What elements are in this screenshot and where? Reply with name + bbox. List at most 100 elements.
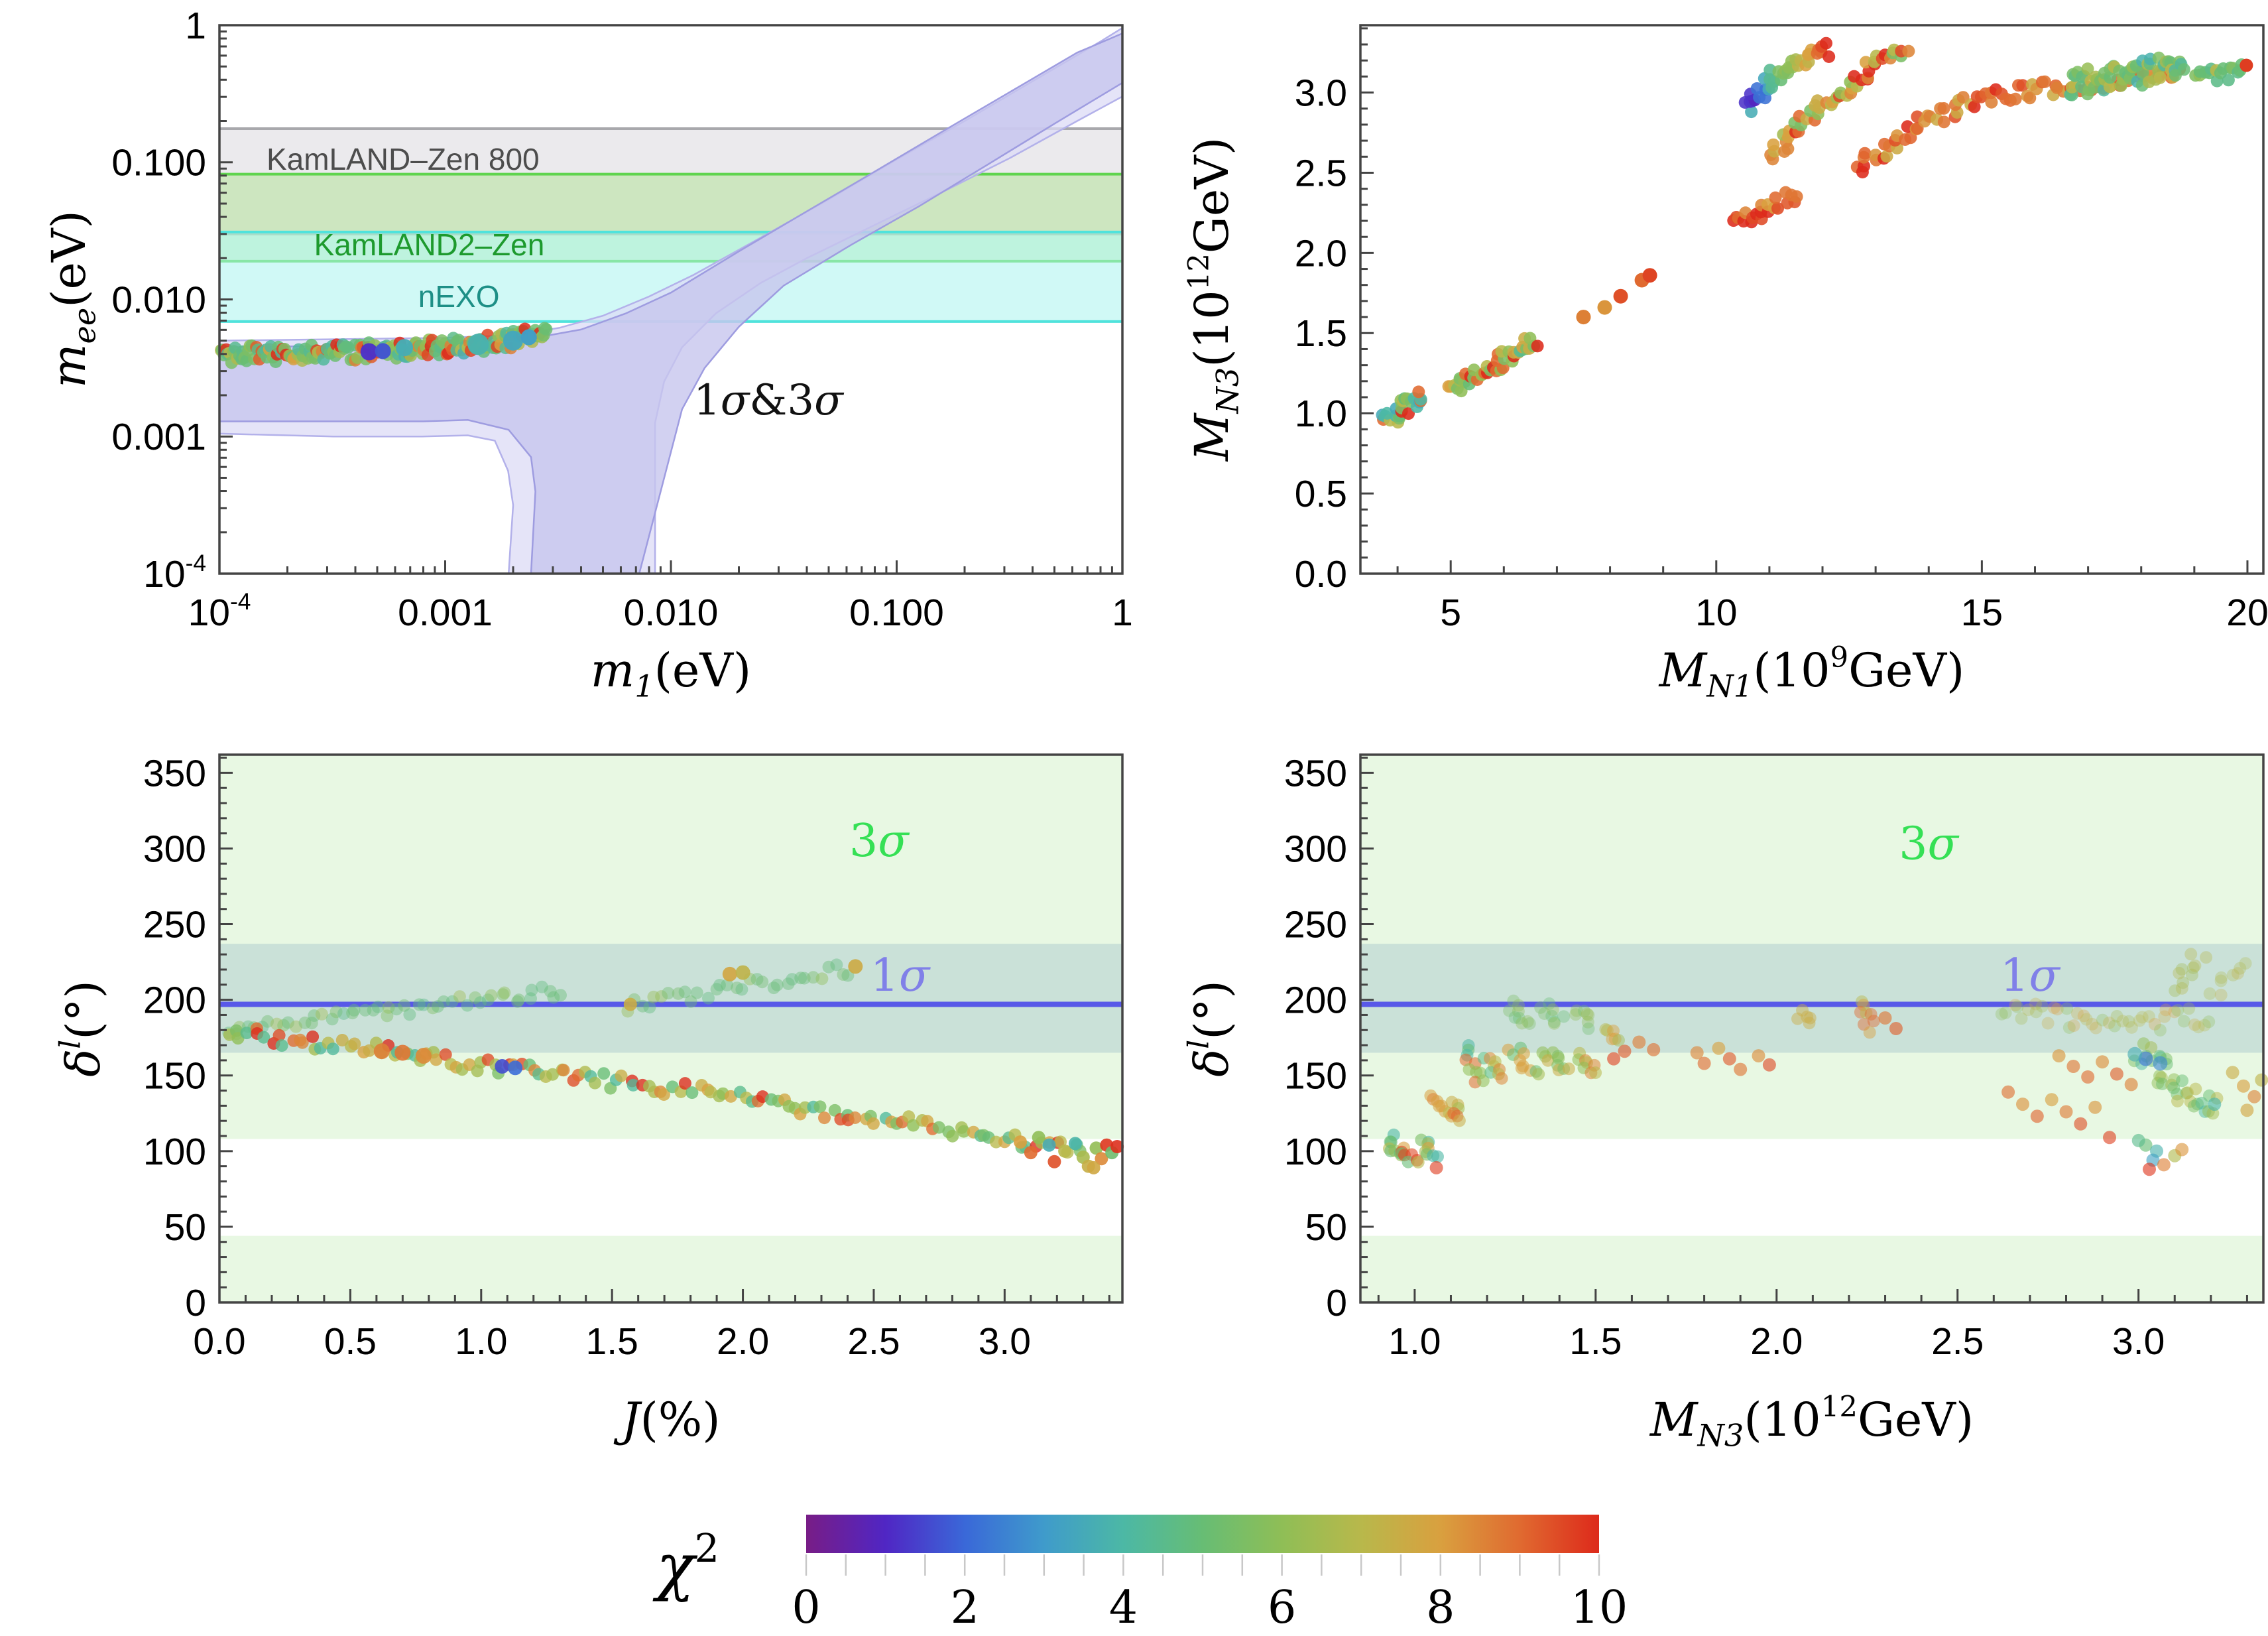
scatter-point (2169, 984, 2182, 997)
scatter-point (2177, 976, 2190, 989)
scatter-point (371, 1000, 385, 1013)
scatter-point (1521, 1015, 1534, 1028)
scatter-point (2148, 1017, 2161, 1031)
scatter-point (347, 1003, 361, 1017)
scatter-point (2239, 957, 2252, 970)
scatter-point (367, 1003, 380, 1017)
scatter-point (2176, 1074, 2189, 1088)
scatter-point (2103, 1131, 2116, 1145)
scatter-point (1803, 1011, 1817, 1025)
scatter-point (1995, 1007, 2008, 1021)
y-axis-title-MN3-vs-MN1: MN3(1012GeV) (1183, 137, 1246, 462)
x-tick-label: 1.5 (586, 1320, 638, 1363)
scatter-point (623, 997, 637, 1011)
scatter-point (786, 973, 799, 986)
scatter-point (498, 986, 511, 999)
scatter-point (2011, 1000, 2024, 1013)
scatter-point (2070, 1007, 2084, 1020)
scatter-point (329, 1005, 343, 1019)
band-label: KamLAND2–Zen (314, 227, 545, 262)
scatter-point (381, 1009, 394, 1023)
scatter-point (512, 993, 526, 1007)
scatter-point (261, 1015, 274, 1028)
scatter-point (1476, 1074, 1490, 1088)
scatter-point (1968, 100, 1981, 113)
scatter-point (398, 999, 411, 1012)
x-tick-label: 2.0 (717, 1320, 769, 1363)
scatter-point (1697, 1056, 1711, 1070)
scatter-point (1411, 1156, 1425, 1168)
x-axis-title-delta-vs-J: J(%) (613, 1393, 720, 1447)
scatter-point (426, 1001, 440, 1015)
scatter-point (396, 339, 414, 357)
scatter-point (544, 985, 557, 998)
scatter-point (2077, 1009, 2090, 1023)
scatter-point (818, 1111, 831, 1125)
scatter-point (1578, 1005, 1590, 1018)
x-tick-label: 10-4 (188, 589, 251, 634)
scatter-point (1569, 1008, 1582, 1021)
y-tick-label: 200 (143, 979, 206, 1022)
y-tick-label: 0.100 (111, 142, 206, 184)
scatter-point (1032, 1131, 1045, 1145)
scatter-point (415, 1048, 432, 1064)
scatter-point (1745, 105, 1758, 119)
y-tick-label: 0.5 (1295, 473, 1347, 515)
scatter-point (1532, 1068, 1545, 1081)
y-tick-label: 10-4 (143, 550, 206, 596)
scatter-point (554, 989, 567, 1002)
scatter-point (382, 1001, 395, 1014)
scatter-point (782, 977, 795, 990)
scatter-point (1606, 1033, 1619, 1046)
scatter-point (2192, 1021, 2205, 1034)
scatter-delta-vs-J (222, 958, 1124, 1174)
scatter-point (1047, 1155, 1061, 1168)
scatter-point (360, 343, 378, 361)
scatter-point (636, 999, 649, 1013)
scatter-point (2255, 1073, 2268, 1087)
scatter-point (326, 1042, 339, 1056)
scatter-point (2200, 951, 2213, 964)
scatter-point (2237, 1079, 2250, 1093)
region-band-2 (1360, 944, 2263, 1053)
scatter-point (662, 987, 675, 1000)
scatter-point (511, 995, 524, 1008)
scatter-point (1612, 1034, 1625, 1047)
region-band-1 (1360, 1235, 2263, 1302)
scatter-point (1531, 340, 1544, 353)
scatter-point (1863, 1026, 1876, 1039)
scatter-point (2023, 92, 2037, 105)
scatter-point (1607, 1052, 1621, 1066)
scatter-point (412, 998, 426, 1011)
scatter-point (710, 983, 723, 996)
scatter-point (1068, 1137, 1082, 1151)
scatter-point (841, 969, 855, 982)
panel-delta-vs-J: 0.0 0.5 1.0 1.5 2.0 2.5 3.0 0 50 100 150 200 250 300 3… (54, 752, 1124, 1447)
scatter-point (1576, 310, 1591, 325)
scatter-point (298, 1016, 312, 1029)
scatter-point (2198, 1019, 2211, 1032)
axes-delta-vs-J: 0.0 0.5 1.0 1.5 2.0 2.5 3.0 0 50 100 150 200 250 300 3… (143, 752, 1110, 1363)
scatter-point (535, 980, 548, 993)
x-tick-label: 0.010 (624, 592, 719, 634)
scatter-point (2009, 92, 2022, 105)
scatter-point (1608, 1033, 1622, 1046)
scatter-point (473, 996, 487, 1009)
region-band-2 (219, 944, 1122, 1053)
scatter-point (2062, 1021, 2076, 1034)
scatter-point (1582, 1022, 1595, 1035)
scatter-point (2175, 1143, 2189, 1157)
y-axis-title-mee-vs-m1: mee(eV) (42, 210, 102, 388)
scatter-point (308, 1009, 321, 1022)
scatter-point (1599, 1023, 1612, 1036)
scatter-point (815, 972, 829, 985)
scatter-point (678, 1077, 691, 1090)
y-tick-label: 1.0 (1295, 393, 1347, 435)
scatter-point (390, 1003, 403, 1016)
scatter-point (2131, 1133, 2145, 1147)
y-axis-title-delta-vs-MN3: δl(°) (1183, 980, 1239, 1077)
scatter-point (1412, 385, 1425, 399)
scatter-point (2226, 1066, 2239, 1080)
scatter-point (481, 993, 495, 1007)
scatter-point (1880, 150, 1893, 163)
